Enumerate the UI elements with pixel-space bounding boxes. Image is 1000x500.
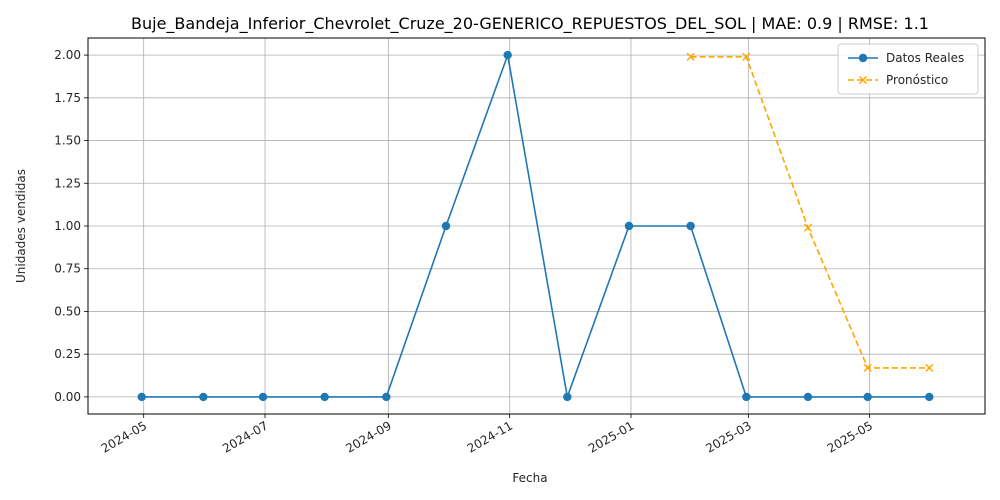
data-point (320, 392, 329, 402)
y-tick-label: 0.25 (54, 347, 81, 361)
legend-box (837, 43, 979, 95)
series (137, 50, 934, 402)
y-tick-label: 1.75 (54, 91, 81, 105)
data-point (258, 392, 268, 402)
data-point (503, 50, 512, 60)
x-tick-label: 2025-03 (703, 418, 753, 455)
data-point (686, 221, 695, 231)
data-point (742, 392, 751, 402)
y-tick-label: 1.00 (54, 219, 81, 233)
x-tick-label: 2024-07 (220, 418, 270, 455)
data-point (925, 392, 934, 402)
data-point (563, 392, 572, 402)
y-tick-label: 2.00 (54, 48, 81, 62)
legend-label: Datos Reales (886, 51, 964, 65)
x-tick-label: 2024-09 (343, 418, 393, 455)
data-point (382, 392, 391, 402)
data-point (863, 392, 872, 402)
chart-title: Buje_Bandeja_Inferior_Chevrolet_Cruze_20… (131, 14, 929, 34)
x-tick-label: 2024-11 (465, 418, 515, 455)
y-tick-label: 0.50 (54, 304, 81, 318)
axes: 0.00 0.25 0.50 0.75 1.00 1.25 1.50 1.75 2.00 2024… (54, 48, 875, 456)
x-tick-label: 2025-05 (825, 418, 875, 455)
y-tick-label: 1.50 (54, 134, 81, 148)
legend-marker (858, 75, 868, 85)
forecast-point (863, 363, 872, 372)
data-point (137, 392, 146, 402)
x-axis-label: Fecha (512, 471, 547, 485)
forecast-point (803, 223, 813, 232)
legend: Datos Reales Pronóstico (837, 43, 979, 95)
data-point (441, 221, 451, 231)
series-line-2 (690, 55, 930, 369)
data-point (199, 392, 208, 402)
y-axis-label: Unidades vendidas (14, 169, 28, 283)
y-tick-label: 0.75 (54, 262, 81, 276)
y-tick-label: 0.00 (54, 390, 81, 404)
legend-marker (858, 53, 868, 63)
y-tick-label: 1.25 (54, 176, 81, 190)
series-line-1 (141, 51, 930, 401)
x-tick-label: 2025-01 (586, 418, 636, 455)
forecast-point (686, 52, 695, 61)
data-point (803, 392, 813, 402)
forecast-point (742, 52, 751, 61)
data-point (624, 221, 634, 231)
legend-label: Pronóstico (886, 73, 948, 87)
forecast-point (925, 363, 934, 372)
x-tick-label: 2024-05 (99, 418, 149, 455)
